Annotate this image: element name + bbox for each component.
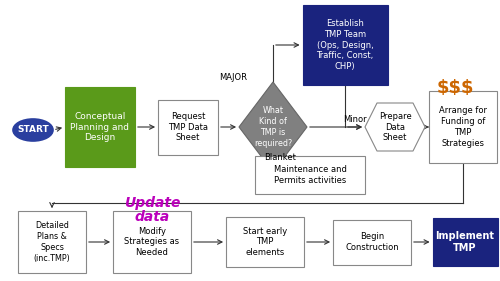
FancyBboxPatch shape [255, 156, 365, 194]
FancyBboxPatch shape [226, 217, 304, 267]
Text: Implement
TMP: Implement TMP [436, 231, 494, 253]
Text: START: START [17, 126, 49, 135]
Text: Prepare
Data
Sheet: Prepare Data Sheet [378, 112, 412, 142]
Text: What
Kind of
TMP is
required?: What Kind of TMP is required? [254, 106, 292, 148]
FancyBboxPatch shape [18, 211, 86, 273]
Text: Detailed
Plans &
Specs
(inc.TMP): Detailed Plans & Specs (inc.TMP) [34, 221, 70, 263]
FancyBboxPatch shape [333, 219, 411, 264]
Text: MAJOR: MAJOR [219, 74, 247, 83]
FancyBboxPatch shape [158, 99, 218, 155]
Text: Modify
Strategies as
Needed: Modify Strategies as Needed [124, 227, 180, 257]
FancyBboxPatch shape [65, 87, 135, 167]
FancyBboxPatch shape [429, 91, 497, 163]
Polygon shape [239, 82, 307, 172]
FancyBboxPatch shape [302, 5, 388, 85]
Ellipse shape [13, 119, 53, 141]
FancyBboxPatch shape [432, 218, 498, 266]
Text: Begin
Construction: Begin Construction [345, 232, 399, 252]
FancyBboxPatch shape [113, 211, 191, 273]
Text: Maintenance and
Permits activities: Maintenance and Permits activities [274, 165, 346, 185]
Text: Minor: Minor [343, 115, 366, 124]
Text: Establish
TMP Team
(Ops, Design,
Traffic, Const,
CHP): Establish TMP Team (Ops, Design, Traffic… [316, 19, 374, 71]
Text: $$$: $$$ [436, 79, 474, 97]
Polygon shape [365, 103, 425, 151]
Text: Request
TMP Data
Sheet: Request TMP Data Sheet [168, 112, 208, 142]
Text: Update
data: Update data [124, 196, 180, 224]
Text: Conceptual
Planning and
Design: Conceptual Planning and Design [70, 112, 130, 142]
Text: Start early
TMP
elements: Start early TMP elements [243, 227, 287, 257]
Text: Arrange for
Funding of
TMP
Strategies: Arrange for Funding of TMP Strategies [439, 106, 487, 148]
Text: Blanket: Blanket [264, 153, 296, 162]
